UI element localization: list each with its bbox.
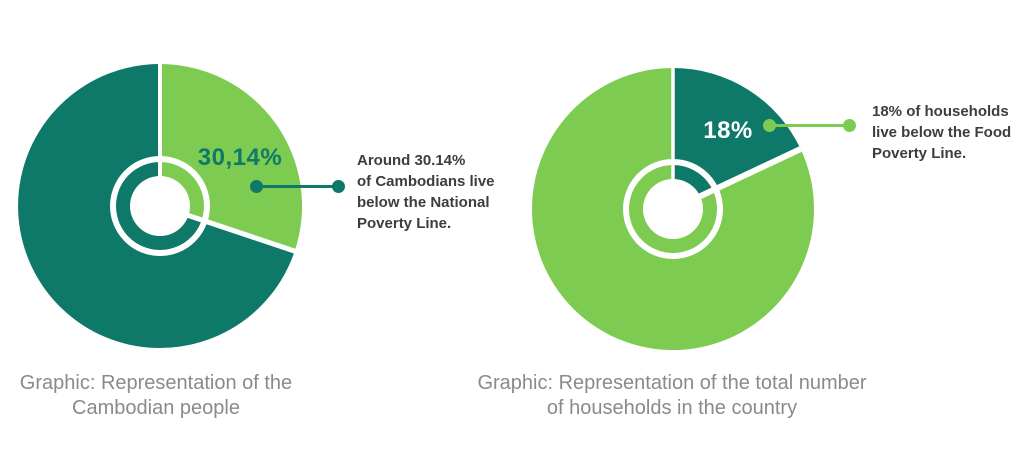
left-leader-dot-start (250, 180, 263, 193)
right-leader-dot-end (843, 119, 856, 132)
right-caption-line-1: Graphic: Representation of the total num… (477, 372, 867, 394)
left-pie-donut-hole (130, 176, 190, 236)
left-caption: Graphic: Representation of the Cambodian… (6, 371, 306, 421)
left-caption-line-2: Cambodian people (72, 397, 240, 419)
right-value-label: 18% (703, 117, 753, 144)
right-annotation-line-3: Poverty Line. (872, 145, 967, 162)
left-pie-slice-national-poverty (160, 63, 303, 252)
left-annotation: Around 30.14% of Cambodians live below t… (357, 150, 507, 234)
left-annotation-line-1: Around 30.14% (357, 152, 466, 169)
left-caption-line-1: Graphic: Representation of the (19, 372, 293, 394)
left-pie-inner-ring (110, 156, 210, 256)
right-pie-donut-hole (643, 179, 703, 239)
right-annotation-line-1: 18% of households (872, 103, 1009, 120)
right-leader-line (769, 124, 849, 127)
right-pie-inner-ring (623, 159, 723, 259)
left-leader-dot-end (332, 180, 345, 193)
right-pie-chart (532, 68, 815, 350)
right-annotation-line-2: live below the Food (872, 124, 1012, 141)
left-value-label: 30,14% (197, 144, 283, 171)
left-pie-chart (18, 63, 303, 348)
right-caption-line-2: of households in the country (546, 397, 798, 419)
left-annotation-line-4: Poverty Line. (357, 215, 452, 232)
right-caption: Graphic: Representation of the total num… (462, 371, 882, 421)
right-leader-dot-start (763, 119, 776, 132)
right-annotation: 18% of households live below the Food Po… (872, 101, 1024, 164)
left-leader-line (257, 185, 339, 188)
left-annotation-line-2: of Cambodians live (357, 173, 495, 190)
left-annotation-line-3: below the National (357, 194, 490, 211)
